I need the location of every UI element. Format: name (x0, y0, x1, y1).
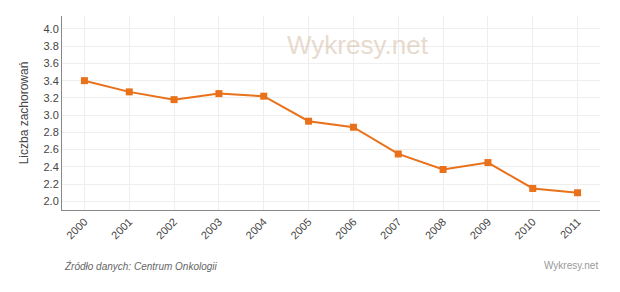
svg-text:Źródło danych: Centrum Onkolog: Źródło danych: Centrum Onkologii (64, 260, 218, 272)
svg-text:2004: 2004 (243, 216, 269, 242)
svg-text:2001: 2001 (109, 216, 135, 242)
svg-text:Liczba zachorowań: Liczba zachorowań (17, 62, 31, 165)
svg-text:2008: 2008 (423, 216, 449, 242)
svg-text:3.2: 3.2 (44, 92, 59, 104)
svg-text:Wykresy.net: Wykresy.net (544, 260, 598, 271)
svg-text:2000: 2000 (64, 216, 90, 242)
svg-text:4.0: 4.0 (44, 23, 59, 35)
svg-text:3.8: 3.8 (44, 40, 59, 52)
svg-text:2.8: 2.8 (44, 126, 59, 138)
svg-text:2005: 2005 (288, 216, 314, 242)
svg-text:2010: 2010 (512, 216, 538, 242)
svg-text:2003: 2003 (198, 216, 224, 242)
svg-text:3.0: 3.0 (44, 109, 59, 121)
svg-text:2.4: 2.4 (44, 161, 59, 173)
svg-text:2.2: 2.2 (44, 178, 59, 190)
svg-text:2.6: 2.6 (44, 143, 59, 155)
svg-text:2007: 2007 (378, 216, 404, 242)
svg-text:2.0: 2.0 (44, 195, 59, 207)
svg-text:3.4: 3.4 (44, 75, 59, 87)
svg-text:2009: 2009 (467, 216, 493, 242)
svg-text:Wykresy.net: Wykresy.net (287, 30, 429, 60)
svg-text:2002: 2002 (154, 216, 180, 242)
svg-text:2006: 2006 (333, 216, 359, 242)
svg-text:2011: 2011 (558, 216, 583, 241)
svg-text:3.6: 3.6 (44, 57, 59, 69)
